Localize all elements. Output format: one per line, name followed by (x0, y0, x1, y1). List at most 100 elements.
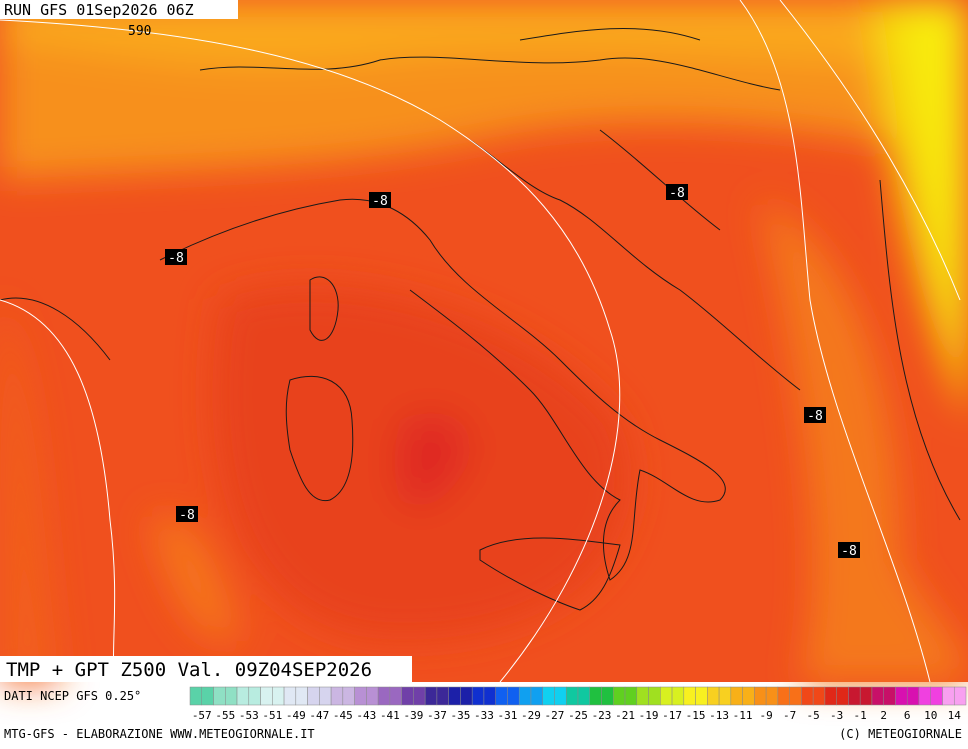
contour-label: -8 (669, 186, 685, 201)
contour-label-box (666, 184, 688, 200)
colorbar-swatch (260, 686, 273, 706)
colorbar-swatch (354, 686, 367, 706)
coastlines (0, 27, 961, 611)
colorbar-swatch (366, 686, 379, 706)
contour-label: -8 (841, 544, 857, 559)
colorbar-swatch (660, 686, 673, 706)
colorbar-swatch (836, 686, 849, 706)
colorbar-label: -7 (783, 709, 796, 722)
credit-left: MTG-GFS - ELABORAZIONE WWW.METEOGIORNALE… (4, 727, 315, 741)
contour-label-box (838, 542, 860, 558)
colorbar-swatch (565, 686, 579, 706)
colorbar: -57 -55 -53 -51 -49 -47 -45 -43 -41 -39 -37 -35 -33-… (189, 686, 967, 722)
colorbar-swatch (789, 686, 802, 706)
colorbar-swatch (554, 686, 567, 706)
colorbar-swatch (542, 686, 555, 706)
colorbar-swatch (648, 686, 661, 706)
colorbar-swatch (189, 686, 203, 706)
colorbar-label: 2 (880, 709, 887, 722)
colorbar-swatch (812, 686, 826, 706)
contour-label: -8 (372, 194, 388, 209)
colorbar-swatch (683, 686, 696, 706)
run-box (0, 0, 238, 19)
colorbar-swatch (342, 686, 355, 706)
colorbar-swatch (801, 686, 814, 706)
isoline-label: 590 (128, 24, 151, 39)
colorbar-label: -47 (309, 709, 329, 722)
colorbar-swatch (742, 686, 755, 706)
colorbar-swatch (272, 686, 285, 706)
source-label: DATI NCEP GFS 0.25° (4, 689, 141, 703)
colorbar-swatch (283, 686, 297, 706)
colorbar-swatch (471, 686, 485, 706)
contour-labels: -8 -8 -8 -8 -8 -8 (165, 184, 860, 559)
colorbar-swatch (307, 686, 320, 706)
colorbar-swatch (295, 686, 308, 706)
contour-label-box (165, 249, 187, 265)
colorbar-swatch (871, 686, 884, 706)
colorbar-swatch (707, 686, 720, 706)
colorbar-label: -49 (286, 709, 306, 722)
colorbar-label: -17 (662, 709, 682, 722)
contour-label-box (176, 506, 198, 522)
colorbar-label: -31 (498, 709, 518, 722)
colorbar-swatch (530, 686, 543, 706)
colorbar-swatch (483, 686, 496, 706)
contour-label-box (369, 192, 391, 208)
colorbar-swatch (777, 686, 790, 706)
colorbar-swatch (930, 686, 943, 706)
contour-label: -8 (168, 251, 184, 266)
colorbar-swatch (201, 686, 214, 706)
colorbar-label: -41 (380, 709, 400, 722)
colorbar-swatch (577, 686, 591, 706)
colorbar-label: 6 (904, 709, 911, 722)
colorbar-swatch (436, 686, 449, 706)
colorbar-label: -53 (239, 709, 259, 722)
colorbar-swatch (401, 686, 414, 706)
colorbar-label: 14 (948, 709, 962, 722)
colorbar-swatch (460, 686, 473, 706)
colorbar-swatch (671, 686, 685, 706)
colorbar-label: -21 (615, 709, 635, 722)
colorbar-swatch (413, 686, 426, 706)
isolines (0, 0, 961, 683)
colorbar-swatch (918, 686, 931, 706)
credit-right: (C) METEOGIORNALE (839, 727, 962, 741)
colorbar-label: -35 (450, 709, 470, 722)
contour-label: -8 (807, 409, 823, 424)
colorbar-swatch (319, 686, 332, 706)
colorbar-swatch (424, 686, 438, 706)
colorbar-swatch (495, 686, 508, 706)
colorbar-label: -37 (427, 709, 447, 722)
colorbar-swatch (613, 686, 626, 706)
run-label: RUN GFS 01Sep2026 06Z (4, 1, 194, 19)
colorbar-label: -29 (521, 709, 541, 722)
colorbar-label: -13 (709, 709, 729, 722)
colorbar-label: -3 (830, 709, 843, 722)
colorbar-swatch (225, 686, 238, 706)
colorbar-label: -43 (356, 709, 376, 722)
colorbar-swatch (824, 686, 837, 706)
colorbar-label: -27 (545, 709, 565, 722)
colorbar-label: -19 (639, 709, 659, 722)
colorbar-label: -51 (262, 709, 282, 722)
colorbar-swatch (953, 686, 967, 706)
colorbar-label: -5 (807, 709, 820, 722)
colorbar-swatch (754, 686, 767, 706)
colorbar-swatch (601, 686, 614, 706)
colorbar-swatch (248, 686, 261, 706)
colorbar-label: -1 (854, 709, 867, 722)
colorbar-label: -9 (759, 709, 772, 722)
colorbar-label: -39 (403, 709, 423, 722)
colorbar-label: -55 (215, 709, 235, 722)
colorbar-swatch (589, 686, 602, 706)
colorbar-swatch (377, 686, 391, 706)
colorbar-swatch (848, 686, 861, 706)
product-label: TMP + GPT Z500 Val. 09Z04SEP2026 (6, 659, 372, 681)
colorbar-label: -33 (474, 709, 494, 722)
contour-label-box (804, 407, 826, 423)
colorbar-label: -15 (686, 709, 706, 722)
colorbar-swatch (730, 686, 743, 706)
colorbar-swatch (942, 686, 955, 706)
map: RUN GFS 01Sep2026 06Z 590 -8 -8 -8 -8 -8 -8 T… (0, 0, 968, 683)
